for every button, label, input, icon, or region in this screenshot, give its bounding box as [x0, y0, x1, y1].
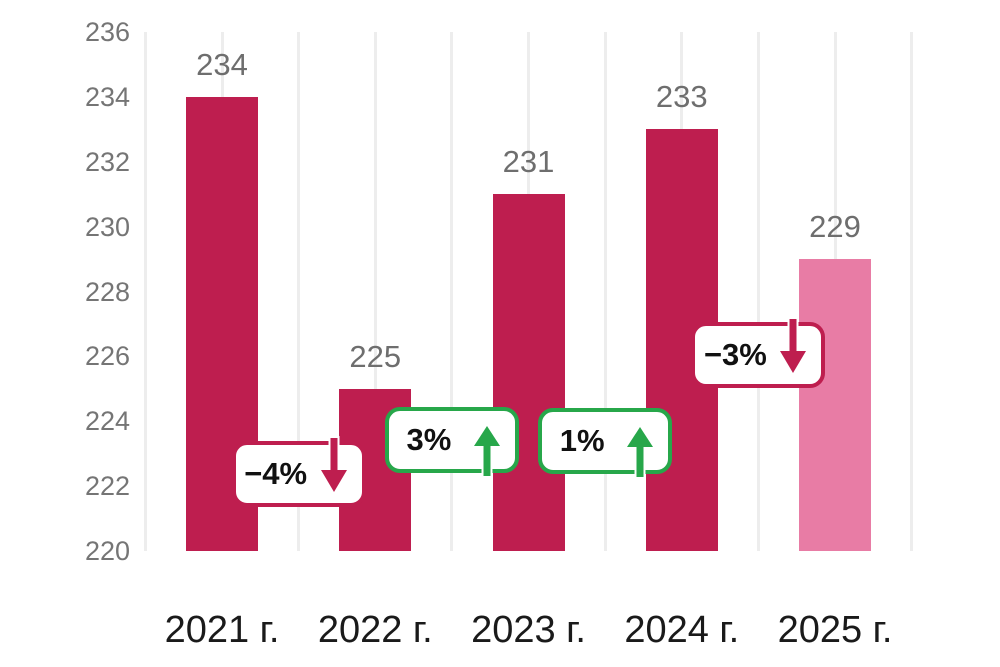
gridline — [373, 32, 377, 551]
bar-2025 — [799, 259, 871, 551]
value-label-2023: 231 — [502, 144, 555, 180]
gridline — [910, 32, 914, 551]
x-label-2023: 2023 г. — [471, 609, 586, 651]
y-tick-label-232: 232 — [84, 146, 130, 177]
change-badge-2021-2022: −4% — [231, 436, 366, 507]
bar-2023 — [492, 194, 565, 551]
y-tick-label-236: 236 — [84, 17, 130, 47]
y-tick-label-224: 224 — [84, 406, 130, 437]
y-tick-label-228: 228 — [84, 276, 130, 307]
arrow-down-icon — [776, 317, 810, 377]
value-label-2021: 234 — [196, 46, 248, 82]
gridline — [297, 32, 301, 551]
y-tick-label-220: 220 — [84, 536, 130, 566]
change-badge-label: 1% — [559, 423, 605, 458]
gridline — [756, 32, 760, 551]
change-badge-label: −4% — [244, 456, 308, 491]
change-badge-label: −3% — [703, 337, 767, 372]
y-tick-label-226: 226 — [84, 341, 130, 372]
x-label-2021: 2021 г. — [164, 609, 280, 651]
change-badge-label: 3% — [406, 422, 452, 457]
arrow-down-icon — [317, 436, 351, 496]
arrow-up-icon — [470, 422, 504, 478]
x-label-2022: 2022 г. — [317, 609, 433, 651]
gridline — [603, 32, 607, 551]
change-badge-2022-2023: 3% — [384, 407, 519, 478]
value-label-2022: 225 — [349, 338, 402, 374]
change-badge-2023-2024: 1% — [538, 408, 673, 479]
x-label-2024: 2024 г. — [624, 609, 740, 651]
y-tick-label-230: 230 — [84, 211, 130, 242]
change-badge-2024-2025: −3% — [691, 317, 826, 388]
value-label-2025: 229 — [809, 209, 861, 245]
x-label-2025: 2025 г. — [777, 609, 893, 651]
arrow-up-icon — [623, 423, 657, 479]
gridline — [143, 32, 147, 551]
gridline — [450, 32, 454, 551]
y-tick-label-234: 234 — [84, 81, 130, 112]
y-tick-label-222: 222 — [84, 471, 130, 502]
value-label-2024: 233 — [655, 79, 708, 115]
